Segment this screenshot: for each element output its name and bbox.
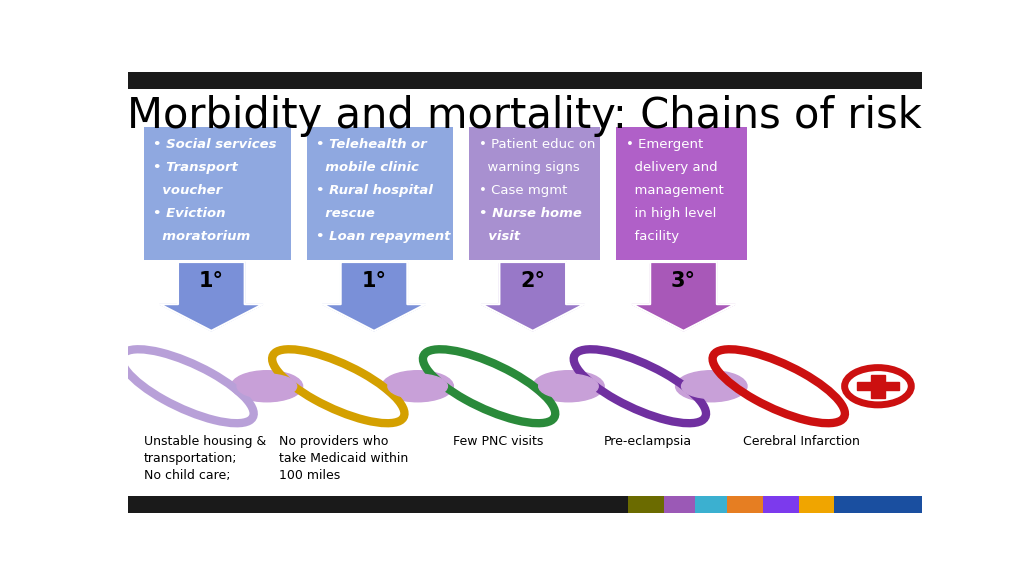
Text: moratorium: moratorium (154, 230, 251, 243)
Text: • Nurse home: • Nurse home (479, 207, 582, 220)
Polygon shape (857, 382, 899, 391)
Ellipse shape (238, 374, 297, 399)
Text: • Emergent: • Emergent (626, 138, 702, 151)
Text: • Telehealth or: • Telehealth or (316, 138, 427, 151)
Text: voucher: voucher (154, 184, 222, 197)
Ellipse shape (682, 374, 741, 399)
Text: management: management (626, 184, 723, 197)
Text: in high level: in high level (626, 207, 716, 220)
FancyBboxPatch shape (128, 496, 628, 513)
Text: 1°: 1° (361, 271, 386, 291)
Ellipse shape (382, 371, 454, 402)
FancyBboxPatch shape (727, 496, 763, 513)
FancyBboxPatch shape (763, 496, 799, 513)
Text: 2°: 2° (520, 271, 545, 291)
Text: • Loan repayment: • Loan repayment (316, 230, 451, 243)
Text: • Rural hospital: • Rural hospital (316, 184, 433, 197)
Polygon shape (481, 262, 585, 331)
Polygon shape (870, 374, 886, 398)
FancyBboxPatch shape (306, 127, 454, 260)
FancyBboxPatch shape (128, 72, 922, 89)
Text: mobile clinic: mobile clinic (316, 161, 419, 174)
Text: No providers who
take Medicaid within
100 miles: No providers who take Medicaid within 10… (279, 435, 408, 482)
Text: 1°: 1° (199, 271, 224, 291)
Text: • Eviction: • Eviction (154, 207, 226, 220)
Ellipse shape (231, 371, 303, 402)
Ellipse shape (676, 371, 748, 402)
Polygon shape (160, 262, 263, 331)
Text: • Transport: • Transport (154, 161, 239, 174)
Text: warning signs: warning signs (479, 161, 580, 174)
Text: Morbidity and mortality: Chains of risk: Morbidity and mortality: Chains of risk (127, 94, 923, 137)
Text: • Social services: • Social services (154, 138, 276, 151)
Text: Few PNC visits: Few PNC visits (454, 435, 544, 448)
Ellipse shape (388, 374, 447, 399)
Text: facility: facility (626, 230, 679, 243)
FancyBboxPatch shape (469, 127, 600, 260)
FancyBboxPatch shape (143, 127, 291, 260)
Text: • Patient educ on: • Patient educ on (479, 138, 595, 151)
Ellipse shape (539, 374, 598, 399)
Text: Pre-eclampsia: Pre-eclampsia (604, 435, 692, 448)
Text: delivery and: delivery and (626, 161, 717, 174)
FancyBboxPatch shape (616, 127, 748, 260)
Text: rescue: rescue (316, 207, 375, 220)
FancyBboxPatch shape (628, 496, 664, 513)
Ellipse shape (532, 371, 604, 402)
Polygon shape (632, 262, 735, 331)
Text: visit: visit (479, 230, 520, 243)
Text: Cerebral Infarction: Cerebral Infarction (743, 435, 860, 448)
FancyBboxPatch shape (695, 496, 727, 513)
Text: 3°: 3° (671, 271, 696, 291)
Text: • Case mgmt: • Case mgmt (479, 184, 567, 197)
Polygon shape (323, 262, 426, 331)
FancyBboxPatch shape (835, 496, 922, 513)
FancyBboxPatch shape (799, 496, 835, 513)
FancyBboxPatch shape (664, 496, 695, 513)
Text: Unstable housing &
transportation;
No child care;: Unstable housing & transportation; No ch… (143, 435, 266, 482)
